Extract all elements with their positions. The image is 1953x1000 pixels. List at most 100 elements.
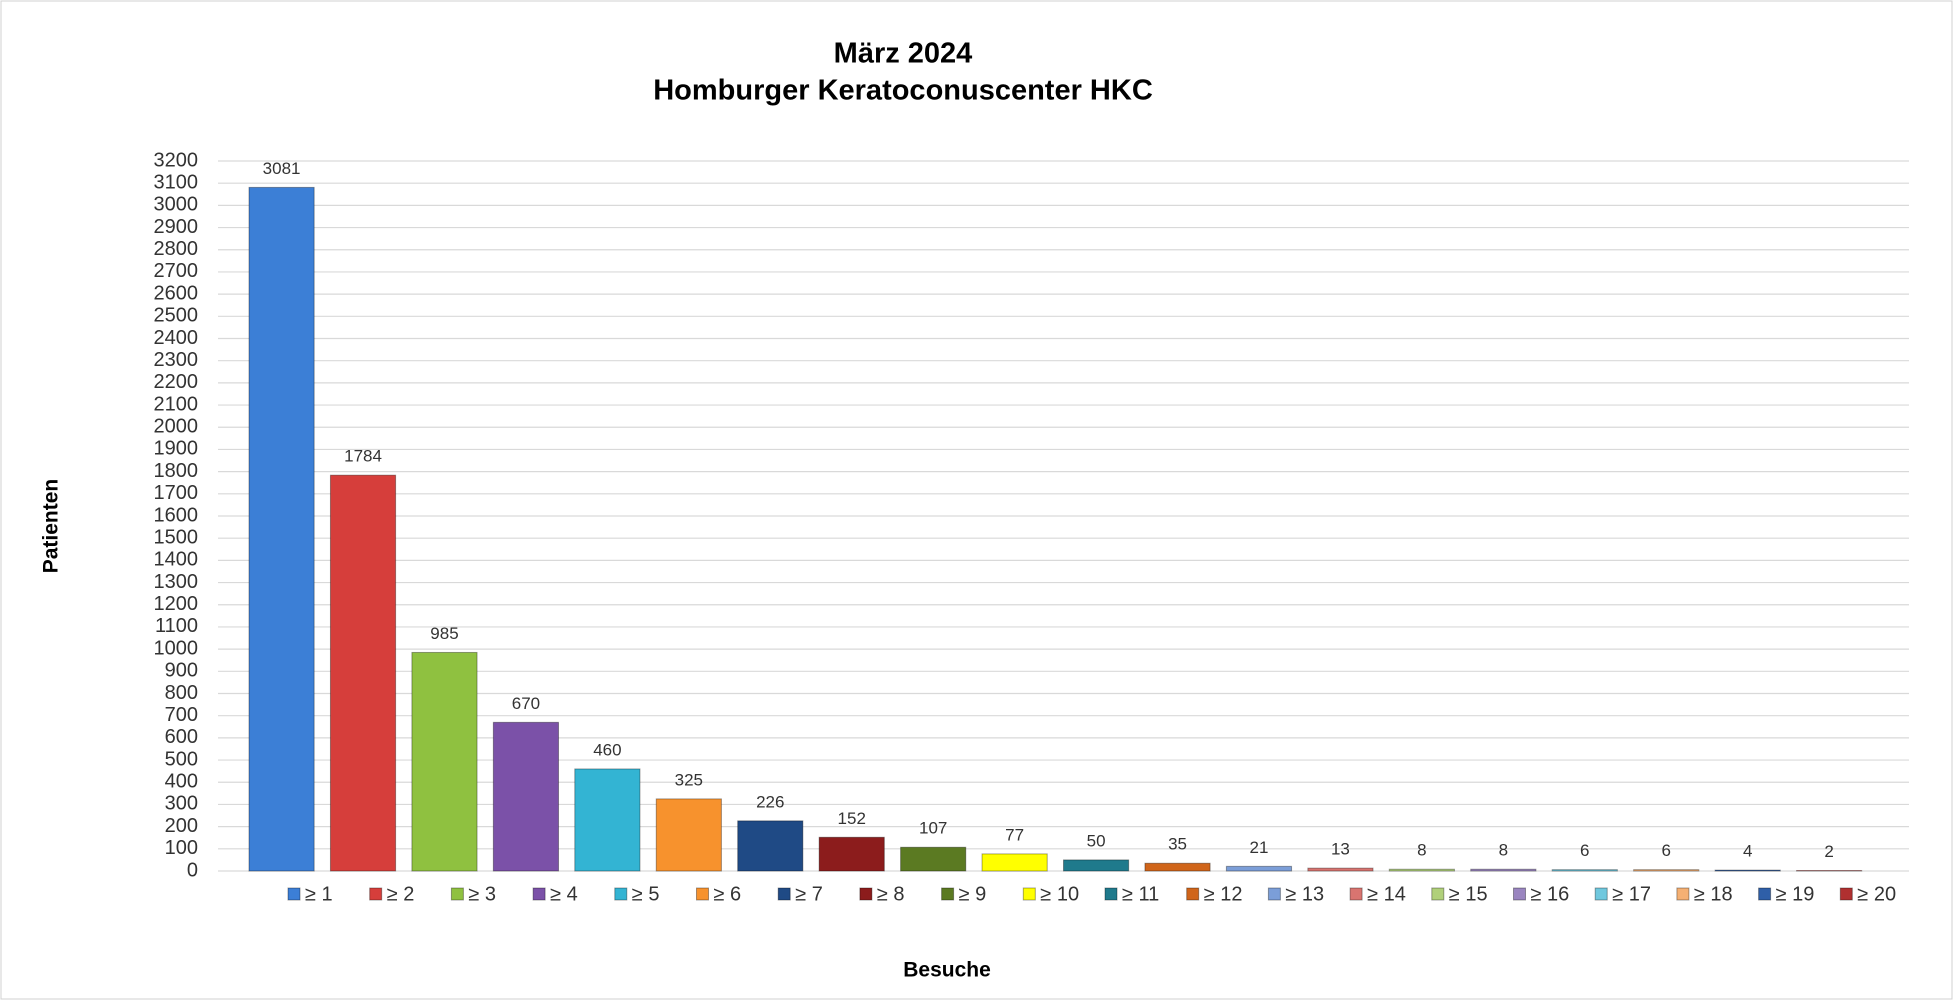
bar: [1470, 868, 1537, 872]
legend-swatch: [1594, 887, 1608, 901]
y-tick-label: 100: [165, 837, 198, 859]
value-label: 226: [756, 792, 784, 811]
legend-swatch: [1758, 887, 1772, 901]
bar: [1144, 862, 1211, 872]
legend-label: ≥ 18: [1694, 883, 1733, 905]
bar: [1714, 869, 1781, 872]
value-label: 35: [1168, 835, 1187, 854]
bar: [574, 768, 641, 872]
legend-label: ≥ 8: [877, 883, 905, 905]
y-tick-label: 3200: [154, 149, 199, 171]
y-tick-label: 800: [165, 682, 198, 704]
legend-label: ≥ 15: [1449, 883, 1488, 905]
y-tick-label: 2300: [154, 349, 199, 371]
y-tick-label: 1300: [154, 571, 199, 593]
value-label: 77: [1005, 825, 1024, 844]
y-tick-label: 500: [165, 748, 198, 770]
value-label: 985: [430, 624, 458, 643]
value-label: 21: [1250, 838, 1269, 857]
y-tick-label: 300: [165, 793, 198, 815]
legend-label: ≥ 10: [1040, 883, 1079, 905]
y-tick-label: 700: [165, 704, 198, 726]
legend-swatch: [859, 887, 873, 901]
bar: [1633, 869, 1700, 872]
legend-swatch: [1431, 887, 1445, 901]
y-tick-label: 2200: [154, 371, 199, 393]
bar: [248, 186, 315, 872]
value-label: 107: [919, 819, 947, 838]
legend-swatch: [532, 887, 546, 901]
bar: [1307, 867, 1374, 872]
legend-label: ≥ 16: [1531, 883, 1570, 905]
y-tick-label: 2400: [154, 327, 199, 349]
legend-swatch: [941, 887, 955, 901]
value-label: 670: [512, 694, 540, 713]
bar: [737, 820, 804, 872]
bar: [1225, 865, 1293, 872]
value-label: 4: [1743, 842, 1752, 861]
y-tick-label: 0: [187, 859, 198, 881]
legend-label: ≥ 2: [387, 883, 415, 905]
y-tick-label: 1100: [155, 615, 198, 637]
legend-swatch: [777, 887, 791, 901]
legend-label: ≥ 13: [1285, 883, 1324, 905]
y-tick-label: 1800: [154, 460, 199, 482]
legend-label: ≥ 20: [1857, 883, 1896, 905]
legend-swatch: [1022, 887, 1036, 901]
y-tick-label: 2100: [154, 393, 199, 415]
legend-label: ≥ 5: [632, 883, 660, 905]
x-axis-title: Besuche: [903, 959, 991, 982]
legend-swatch: [287, 887, 301, 901]
value-label: 152: [838, 809, 866, 828]
legend-swatch: [1186, 887, 1200, 901]
bar: [655, 798, 722, 872]
bar: [1063, 859, 1130, 872]
legend-label: ≥ 17: [1612, 883, 1651, 905]
value-label: 6: [1580, 841, 1589, 860]
bar: [900, 846, 967, 872]
y-tick-label: 1600: [154, 504, 199, 526]
chart-title: Homburger Keratoconuscenter HKC: [653, 75, 1153, 107]
bar: [329, 474, 397, 872]
value-label: 2: [1824, 842, 1833, 861]
y-tick-label: 1000: [154, 637, 199, 659]
y-tick-label: 2800: [154, 238, 199, 260]
legend-swatch: [1513, 887, 1526, 901]
value-label: 325: [675, 770, 703, 789]
legend-label: ≥ 3: [468, 883, 496, 905]
value-label: 13: [1331, 840, 1350, 859]
legend-label: ≥ 4: [550, 883, 578, 905]
y-tick-label: 2700: [154, 260, 199, 282]
y-tick-label: 1400: [154, 549, 199, 571]
bar: [981, 853, 1048, 872]
bar: [1551, 869, 1618, 872]
legend-swatch: [1676, 887, 1690, 901]
y-tick-label: 2900: [154, 216, 199, 238]
value-label: 460: [593, 740, 621, 759]
y-tick-label: 3000: [154, 194, 199, 216]
y-tick-label: 400: [165, 771, 198, 793]
y-tick-label: 600: [165, 726, 198, 748]
legend-swatch: [1349, 887, 1363, 901]
legend-label: ≥ 7: [795, 883, 823, 905]
legend-swatch: [450, 887, 464, 901]
legend-swatch: [1839, 887, 1853, 901]
legend-label: ≥ 9: [959, 883, 987, 905]
legend-label: ≥ 1: [305, 883, 333, 905]
legend-swatch: [1267, 887, 1281, 901]
y-tick-label: 2000: [154, 416, 199, 438]
y-axis-title: Patienten: [40, 479, 63, 574]
legend-label: ≥ 19: [1776, 883, 1815, 905]
legend-label: ≥ 14: [1367, 883, 1406, 905]
y-tick-label: 1500: [154, 526, 199, 548]
y-tick-label: 3100: [154, 171, 199, 193]
y-tick-label: 2500: [154, 305, 199, 327]
bar: [411, 651, 478, 872]
bar: [492, 721, 560, 872]
value-label: 50: [1087, 831, 1106, 850]
bar: [818, 836, 885, 872]
value-label: 8: [1499, 841, 1508, 860]
legend-label: ≥ 6: [714, 883, 742, 905]
